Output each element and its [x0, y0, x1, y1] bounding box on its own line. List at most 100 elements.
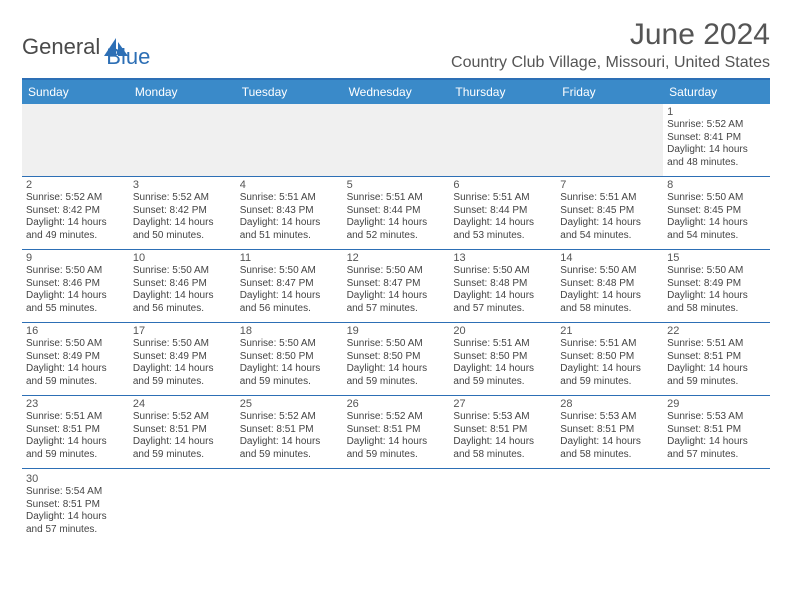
weeks-container: 1Sunrise: 5:52 AMSunset: 8:41 PMDaylight… — [22, 104, 770, 540]
week-row: 23Sunrise: 5:51 AMSunset: 8:51 PMDayligh… — [22, 396, 770, 469]
day-info-line: Daylight: 14 hours — [133, 217, 232, 230]
day-info-line: Sunrise: 5:51 AM — [240, 192, 339, 205]
day-info-line: Sunset: 8:47 PM — [347, 278, 446, 291]
day-cell: 25Sunrise: 5:52 AMSunset: 8:51 PMDayligh… — [236, 396, 343, 468]
day-info-line: Sunrise: 5:50 AM — [133, 265, 232, 278]
day-info-line: Sunset: 8:50 PM — [240, 351, 339, 364]
day-info-line: Sunset: 8:51 PM — [26, 424, 125, 437]
day-cell: 22Sunrise: 5:51 AMSunset: 8:51 PMDayligh… — [663, 323, 770, 395]
logo-text-general: General — [22, 34, 100, 60]
blank-day-cell — [22, 104, 129, 176]
day-cell: 9Sunrise: 5:50 AMSunset: 8:46 PMDaylight… — [22, 250, 129, 322]
day-cell: 30Sunrise: 5:54 AMSunset: 8:51 PMDayligh… — [22, 471, 129, 540]
day-info-line: Sunset: 8:46 PM — [26, 278, 125, 291]
day-number: 16 — [26, 325, 125, 337]
day-info-line: Sunrise: 5:50 AM — [560, 265, 659, 278]
day-info-line: and 54 minutes. — [667, 230, 766, 243]
day-number: 28 — [560, 398, 659, 410]
day-info-line: and 50 minutes. — [133, 230, 232, 243]
day-info-line: and 59 minutes. — [26, 449, 125, 462]
day-info-line: Sunset: 8:51 PM — [667, 424, 766, 437]
day-info-line: Daylight: 14 hours — [26, 217, 125, 230]
blank-day-cell — [129, 471, 236, 540]
day-number: 23 — [26, 398, 125, 410]
day-info-line: Sunset: 8:51 PM — [26, 499, 125, 512]
weekday-header-row: Sunday Monday Tuesday Wednesday Thursday… — [22, 80, 770, 104]
day-cell: 4Sunrise: 5:51 AMSunset: 8:43 PMDaylight… — [236, 177, 343, 249]
day-number: 3 — [133, 179, 232, 191]
week-row: 1Sunrise: 5:52 AMSunset: 8:41 PMDaylight… — [22, 104, 770, 177]
day-info-line: Sunrise: 5:51 AM — [347, 192, 446, 205]
week-row: 16Sunrise: 5:50 AMSunset: 8:49 PMDayligh… — [22, 323, 770, 396]
day-info-line: Daylight: 14 hours — [453, 363, 552, 376]
day-info-line: Daylight: 14 hours — [453, 290, 552, 303]
day-number: 7 — [560, 179, 659, 191]
header: General Blue June 2024 Country Club Vill… — [22, 18, 770, 72]
day-info-line: Sunrise: 5:50 AM — [453, 265, 552, 278]
blank-day-cell — [236, 104, 343, 176]
day-cell: 7Sunrise: 5:51 AMSunset: 8:45 PMDaylight… — [556, 177, 663, 249]
week-row: 2Sunrise: 5:52 AMSunset: 8:42 PMDaylight… — [22, 177, 770, 250]
day-info-line: Sunset: 8:51 PM — [667, 351, 766, 364]
weekday-header: Wednesday — [343, 80, 450, 104]
day-number: 6 — [453, 179, 552, 191]
day-number: 10 — [133, 252, 232, 264]
day-number: 18 — [240, 325, 339, 337]
day-number: 2 — [26, 179, 125, 191]
day-info-line: Sunset: 8:48 PM — [453, 278, 552, 291]
day-number: 22 — [667, 325, 766, 337]
day-info-line: Daylight: 14 hours — [240, 363, 339, 376]
title-block: June 2024 Country Club Village, Missouri… — [451, 18, 770, 72]
blank-day-cell — [449, 471, 556, 540]
day-cell: 24Sunrise: 5:52 AMSunset: 8:51 PMDayligh… — [129, 396, 236, 468]
day-cell: 23Sunrise: 5:51 AMSunset: 8:51 PMDayligh… — [22, 396, 129, 468]
day-cell: 11Sunrise: 5:50 AMSunset: 8:47 PMDayligh… — [236, 250, 343, 322]
day-info-line: and 52 minutes. — [347, 230, 446, 243]
day-number: 15 — [667, 252, 766, 264]
day-info-line: Sunset: 8:49 PM — [133, 351, 232, 364]
day-number: 9 — [26, 252, 125, 264]
day-number: 21 — [560, 325, 659, 337]
blank-day-cell — [236, 471, 343, 540]
day-info-line: Sunset: 8:42 PM — [133, 205, 232, 218]
day-info-line: and 58 minutes. — [560, 303, 659, 316]
day-cell: 27Sunrise: 5:53 AMSunset: 8:51 PMDayligh… — [449, 396, 556, 468]
day-number: 27 — [453, 398, 552, 410]
day-info-line: and 58 minutes. — [453, 449, 552, 462]
day-number: 29 — [667, 398, 766, 410]
day-info-line: Sunrise: 5:52 AM — [26, 192, 125, 205]
day-info-line: Sunset: 8:49 PM — [26, 351, 125, 364]
day-info-line: Sunrise: 5:52 AM — [133, 411, 232, 424]
day-info-line: Daylight: 14 hours — [347, 363, 446, 376]
day-info-line: Sunset: 8:51 PM — [240, 424, 339, 437]
day-info-line: Daylight: 14 hours — [560, 217, 659, 230]
day-info-line: Sunrise: 5:51 AM — [667, 338, 766, 351]
day-cell: 18Sunrise: 5:50 AMSunset: 8:50 PMDayligh… — [236, 323, 343, 395]
weekday-header: Monday — [129, 80, 236, 104]
day-info-line: and 57 minutes. — [26, 524, 125, 537]
day-info-line: and 56 minutes. — [133, 303, 232, 316]
day-info-line: Daylight: 14 hours — [240, 217, 339, 230]
day-info-line: and 58 minutes. — [667, 303, 766, 316]
day-info-line: Sunset: 8:49 PM — [667, 278, 766, 291]
day-info-line: Sunset: 8:51 PM — [453, 424, 552, 437]
weekday-header: Sunday — [22, 80, 129, 104]
day-number: 5 — [347, 179, 446, 191]
weekday-header: Thursday — [449, 80, 556, 104]
day-info-line: Sunrise: 5:52 AM — [347, 411, 446, 424]
day-cell: 29Sunrise: 5:53 AMSunset: 8:51 PMDayligh… — [663, 396, 770, 468]
day-info-line: and 59 minutes. — [240, 376, 339, 389]
day-info-line: Sunset: 8:45 PM — [667, 205, 766, 218]
week-row: 30Sunrise: 5:54 AMSunset: 8:51 PMDayligh… — [22, 471, 770, 540]
day-cell: 3Sunrise: 5:52 AMSunset: 8:42 PMDaylight… — [129, 177, 236, 249]
day-info-line: Sunset: 8:41 PM — [667, 132, 766, 145]
day-info-line: and 56 minutes. — [240, 303, 339, 316]
day-info-line: Sunset: 8:50 PM — [560, 351, 659, 364]
day-info-line: Sunrise: 5:53 AM — [667, 411, 766, 424]
day-info-line: Sunrise: 5:51 AM — [560, 192, 659, 205]
day-cell: 14Sunrise: 5:50 AMSunset: 8:48 PMDayligh… — [556, 250, 663, 322]
day-info-line: Sunrise: 5:50 AM — [667, 192, 766, 205]
day-info-line: and 59 minutes. — [240, 449, 339, 462]
day-info-line: Sunrise: 5:51 AM — [453, 338, 552, 351]
day-info-line: Daylight: 14 hours — [560, 436, 659, 449]
